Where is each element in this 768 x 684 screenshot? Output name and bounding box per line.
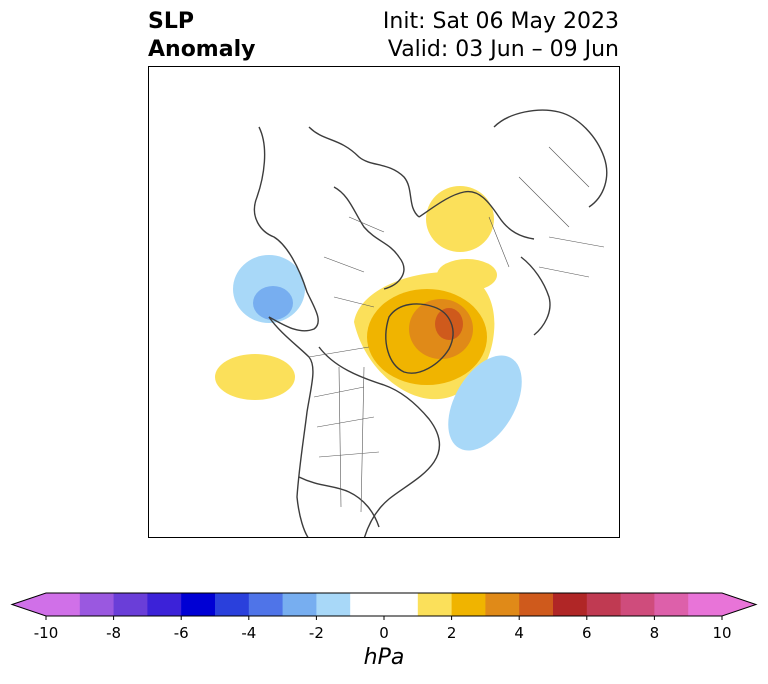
colorbar-segment — [417, 593, 453, 616]
anomaly-pacific-high — [215, 354, 295, 400]
colorbar-tick-label: 0 — [379, 624, 389, 642]
colorbar-tick-label: 6 — [582, 624, 592, 642]
colorbar-segment — [181, 593, 216, 616]
left-edge-mask — [149, 285, 155, 321]
colorbar-segment — [248, 593, 284, 616]
colorbar-tick-label: 2 — [446, 624, 457, 642]
colorbar-unit-label: hPa — [363, 645, 405, 670]
border-canada-provinces — [323, 216, 385, 308]
coast-europe — [520, 256, 551, 336]
colorbar-segment — [79, 593, 115, 616]
anomaly-alaska-low-core — [253, 286, 293, 320]
anomaly-atlantic-low — [448, 355, 522, 451]
colorbar-segments — [10, 592, 758, 620]
title-line-2: Anomaly — [148, 37, 256, 62]
title-line-1: SLP — [148, 9, 194, 34]
colorbar — [10, 592, 758, 620]
colorbar-extend-max — [722, 593, 756, 616]
colorbar-segment — [519, 593, 554, 616]
colorbar-tick-label: 8 — [649, 624, 660, 642]
colorbar-tick-label: -8 — [106, 624, 122, 642]
date-info: Init: Sat 06 May 2023 Valid: 03 Jun – 09… — [383, 8, 619, 64]
colorbar-segment — [350, 593, 419, 616]
coast-siberia — [493, 109, 608, 208]
init-date: Init: Sat 06 May 2023 — [382, 9, 619, 34]
colorbar-tick-labels: -10 -8 -6 -4 -2 0 2 4 6 8 10 — [0, 624, 768, 646]
colorbar-segment — [316, 593, 351, 616]
colorbar-segment — [620, 593, 655, 616]
colorbar-segment — [113, 593, 148, 616]
colorbar-segment — [451, 593, 486, 616]
anomaly-arctic-high — [426, 186, 494, 252]
border-us-states — [313, 366, 380, 513]
coast-arctic-canada — [308, 126, 420, 218]
colorbar-segment — [654, 593, 689, 616]
coast-na-west — [268, 316, 314, 537]
border-us-canada — [308, 346, 370, 358]
coast-eurasia-north — [418, 190, 535, 240]
map-panel — [148, 66, 620, 538]
colorbar-tick-label: -2 — [308, 624, 324, 642]
colorbar-segment — [586, 593, 622, 616]
colorbar-extend-min — [12, 593, 46, 616]
coast-gulf — [298, 476, 380, 528]
coastlines — [253, 109, 608, 537]
colorbar-segment — [282, 593, 317, 616]
colorbar-tick-label: 10 — [712, 624, 732, 642]
coast-alaska — [253, 126, 319, 332]
colorbar-tick-label: -10 — [33, 624, 59, 642]
colorbar-segment — [147, 593, 182, 616]
border-eurasia — [488, 146, 605, 278]
colorbar-tick-label: -6 — [173, 624, 189, 642]
coast-hudson — [333, 186, 405, 290]
coast-greenland — [385, 303, 454, 374]
coast-na-east — [318, 346, 441, 537]
borders — [308, 146, 605, 513]
map-title: SLP Anomaly — [148, 8, 255, 64]
anomaly-greenland-high-core — [435, 308, 463, 340]
colorbar-segment — [553, 593, 588, 616]
colorbar-segment — [688, 593, 723, 616]
colorbar-tick-label: -4 — [241, 624, 257, 642]
colorbar-segment — [46, 593, 81, 616]
colorbar-segment — [215, 593, 250, 616]
anomaly-shading — [149, 186, 522, 451]
colorbar-segment — [485, 593, 520, 616]
slp-anomaly-map — [149, 109, 608, 537]
colorbar-tick-label: 4 — [514, 624, 524, 642]
valid-range: Valid: 03 Jun – 09 Jun — [387, 37, 619, 62]
